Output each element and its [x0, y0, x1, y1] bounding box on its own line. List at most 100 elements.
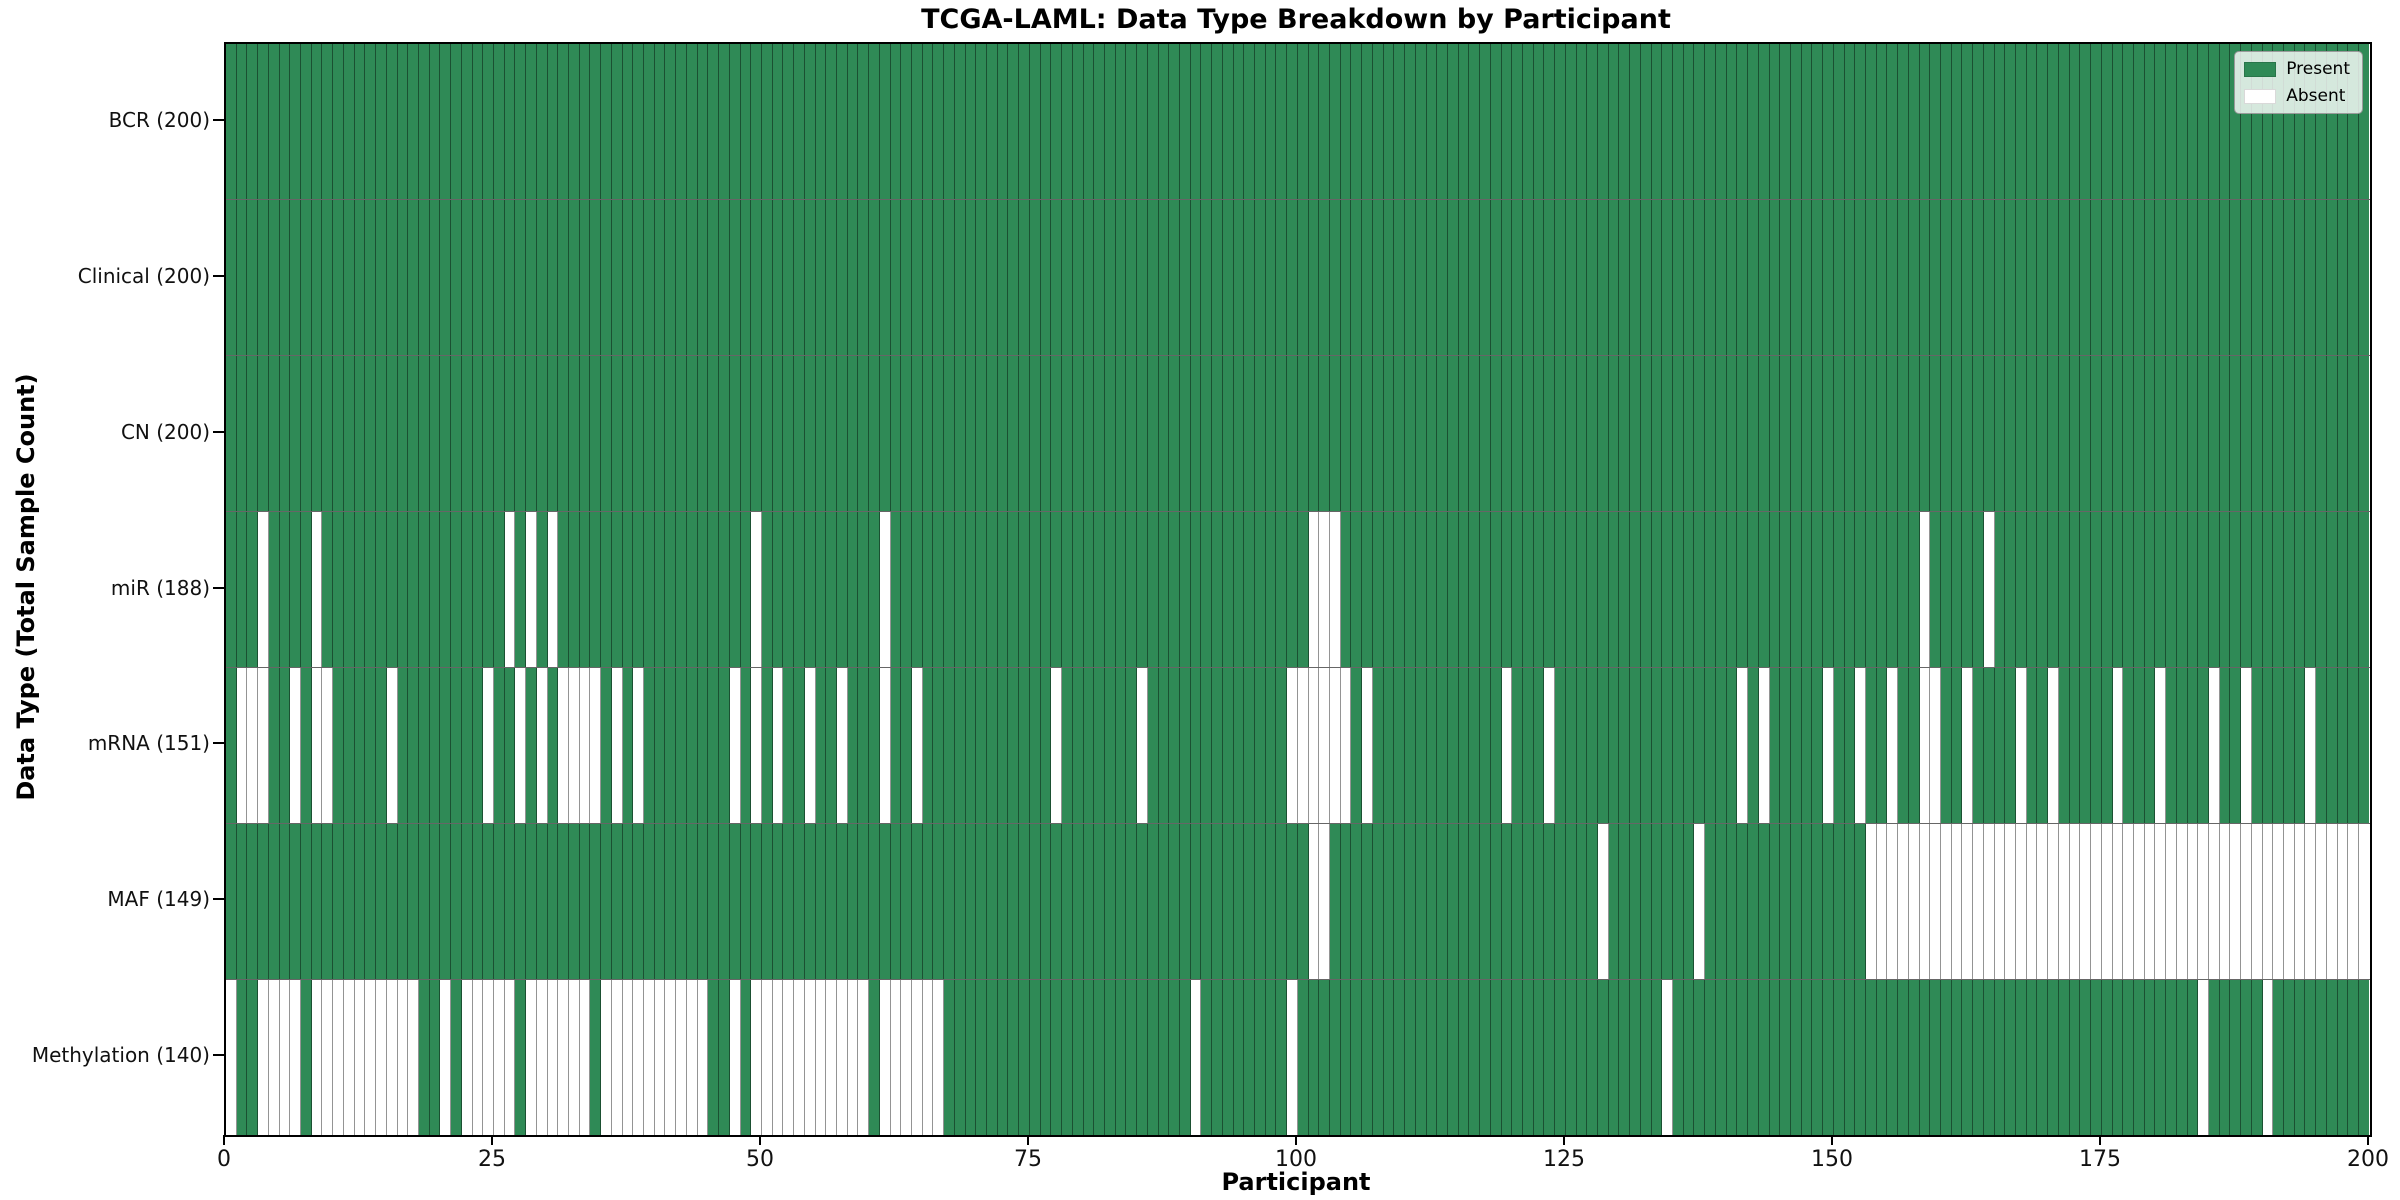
- heatmap-cell: [1801, 200, 1813, 355]
- heatmap-cell: [429, 824, 441, 979]
- heatmap-cell: [1533, 824, 1545, 979]
- heatmap-cell: [2262, 824, 2274, 979]
- heatmap-cell: [526, 200, 537, 355]
- heatmap-cell: [2198, 980, 2209, 1135]
- heatmap-cell: [1865, 824, 1877, 979]
- heatmap-cell: [1587, 668, 1598, 823]
- heatmap-cell: [2273, 512, 2284, 667]
- heatmap-cell: [1383, 668, 1395, 823]
- heatmap-cell: [1072, 980, 1084, 1135]
- heatmap-cell: [2284, 980, 2295, 1135]
- heatmap-cell: [1222, 824, 1234, 979]
- heatmap-cell: [1137, 668, 1148, 823]
- heatmap-cell: [1437, 200, 1448, 355]
- heatmap-cell: [451, 980, 462, 1135]
- y-tick-label-BCR: BCR (200): [108, 107, 210, 132]
- heatmap-cell: [2273, 824, 2284, 979]
- heatmap-cell: [1619, 824, 1631, 979]
- heatmap-cell: [1823, 44, 1834, 199]
- heatmap-cell: [2305, 824, 2317, 979]
- heatmap-cell: [1683, 44, 1695, 199]
- legend-label-absent: Absent: [2286, 86, 2346, 106]
- heatmap-cell: [2305, 980, 2317, 1135]
- heatmap-cell: [1930, 980, 1941, 1135]
- heatmap-cell: [644, 200, 655, 355]
- heatmap-cell: [1855, 200, 1866, 355]
- heatmap-cell: [783, 512, 795, 667]
- heatmap-cell: [536, 512, 548, 667]
- heatmap-cell: [761, 512, 773, 667]
- heatmap-cell: [1565, 200, 1577, 355]
- heatmap-cell: [2273, 668, 2284, 823]
- heatmap-cell: [418, 512, 430, 667]
- heatmap-cell: [1522, 824, 1534, 979]
- heatmap-cell: [697, 668, 709, 823]
- heatmap-cell: [590, 824, 602, 979]
- heatmap-cell: [1469, 200, 1481, 355]
- heatmap-cell: [1726, 44, 1738, 199]
- heatmap-cell: [890, 668, 902, 823]
- heatmap-cell: [1104, 824, 1116, 979]
- heatmap-cell: [847, 44, 859, 199]
- heatmap-cell: [1565, 824, 1577, 979]
- y-tick-mark: [213, 274, 224, 277]
- heatmap-cell: [2273, 200, 2284, 355]
- heatmap-cell: [1469, 668, 1481, 823]
- heatmap-cell: [1490, 980, 1502, 1135]
- heatmap-cell: [665, 356, 677, 511]
- heatmap-cell: [1662, 200, 1674, 355]
- y-tick-mark: [213, 898, 224, 901]
- heatmap-cell: [365, 668, 377, 823]
- heatmap-cell: [1823, 356, 1834, 511]
- heatmap-cell: [772, 44, 784, 199]
- heatmap-cell: [408, 668, 419, 823]
- heatmap-cell: [1941, 356, 1952, 511]
- heatmap-cell: [311, 44, 323, 199]
- heatmap-cell: [1104, 512, 1116, 667]
- heatmap-cell: [569, 200, 580, 355]
- heatmap-cell: [1555, 668, 1566, 823]
- heatmap-cell: [879, 824, 891, 979]
- heatmap-cell: [1576, 512, 1588, 667]
- heatmap-cell: [1094, 668, 1105, 823]
- heatmap-cell: [912, 356, 923, 511]
- heatmap-cell: [2166, 668, 2177, 823]
- heatmap-cell: [1758, 356, 1770, 511]
- heatmap-cell: [1051, 44, 1063, 199]
- heatmap-cell: [654, 44, 666, 199]
- heatmap-cell: [386, 200, 398, 355]
- heatmap-cell: [2284, 668, 2295, 823]
- heatmap-cell: [879, 44, 891, 199]
- heatmap-cell: [504, 980, 516, 1135]
- heatmap-cell: [1898, 200, 1909, 355]
- heatmap-cell: [1726, 200, 1738, 355]
- heatmap-cell: [2208, 356, 2220, 511]
- heatmap-cell: [1458, 980, 1470, 1135]
- heatmap-cell: [836, 356, 848, 511]
- heatmap-cell: [1415, 824, 1427, 979]
- heatmap-cell: [1340, 980, 1352, 1135]
- heatmap-cell: [2208, 44, 2220, 199]
- heatmap-cell: [461, 356, 473, 511]
- heatmap-cell: [794, 824, 805, 979]
- heatmap-cell: [965, 200, 977, 355]
- heatmap-cell: [1801, 356, 1813, 511]
- heatmap-cell: [858, 824, 870, 979]
- heatmap-cell: [2208, 668, 2220, 823]
- heatmap-cell: [1126, 356, 1138, 511]
- heatmap-cell: [1930, 668, 1941, 823]
- heatmap-cell: [1469, 512, 1481, 667]
- heatmap-cell: [1372, 356, 1384, 511]
- heatmap-cell: [569, 356, 580, 511]
- heatmap-cell: [311, 356, 323, 511]
- heatmap-cell: [1994, 512, 2006, 667]
- heatmap-cell: [1372, 512, 1384, 667]
- heatmap-cell: [987, 44, 998, 199]
- heatmap-cell: [2294, 512, 2306, 667]
- heatmap-cell: [879, 980, 891, 1135]
- heatmap-cell: [1308, 356, 1320, 511]
- heatmap-cell: [751, 668, 762, 823]
- heatmap-cell: [1812, 44, 1824, 199]
- heatmap-cell: [247, 824, 259, 979]
- heatmap-cell: [1651, 512, 1663, 667]
